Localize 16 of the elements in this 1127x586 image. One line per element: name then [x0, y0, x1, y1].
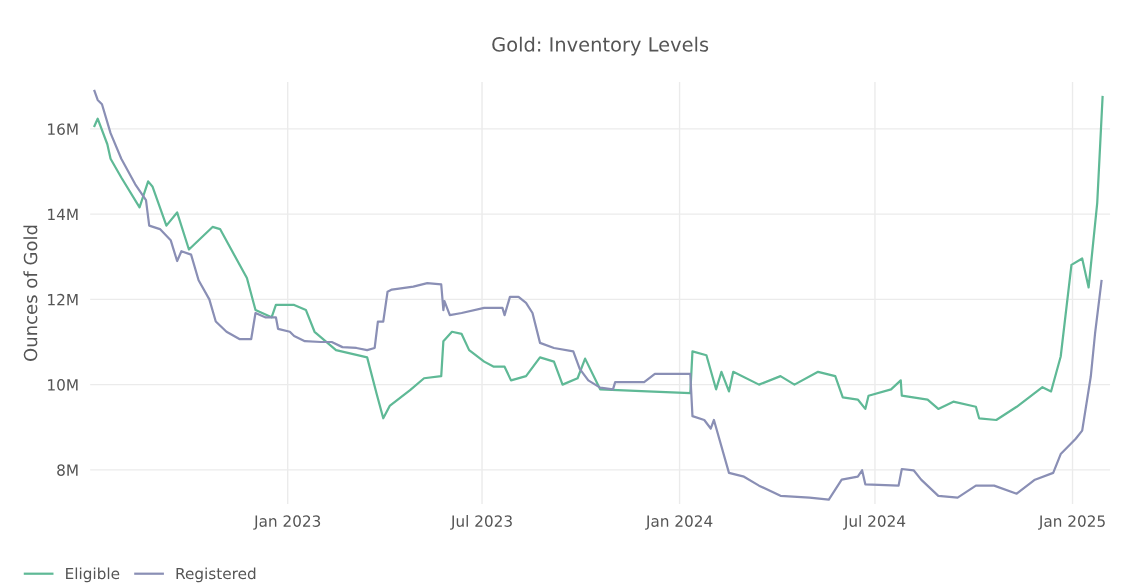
y-tick-label: 10M — [48, 379, 78, 391]
x-tick-label: Jul 2024 — [843, 515, 906, 530]
legend-label: Eligible — [66, 567, 120, 583]
line-series — [93, 89, 1103, 501]
x-tick-label: Jan 2025 — [1038, 515, 1105, 530]
legend-label: Registered — [176, 567, 256, 583]
y-tick-label: 14M — [48, 208, 78, 220]
chart-title: Gold: Inventory Levels — [492, 36, 709, 56]
y-tick-label: 12M — [48, 293, 78, 306]
x-tick-label: Jul 2023 — [450, 515, 512, 530]
x-tick-label: Jan 2023 — [253, 515, 321, 530]
y-axis-title: Ounces of Gold — [23, 225, 38, 361]
y-tick-label: 8M — [57, 464, 78, 476]
x-tick-label: Jan 2024 — [645, 515, 713, 530]
y-tick-label: 16M — [48, 123, 78, 135]
line-series — [93, 95, 1104, 422]
